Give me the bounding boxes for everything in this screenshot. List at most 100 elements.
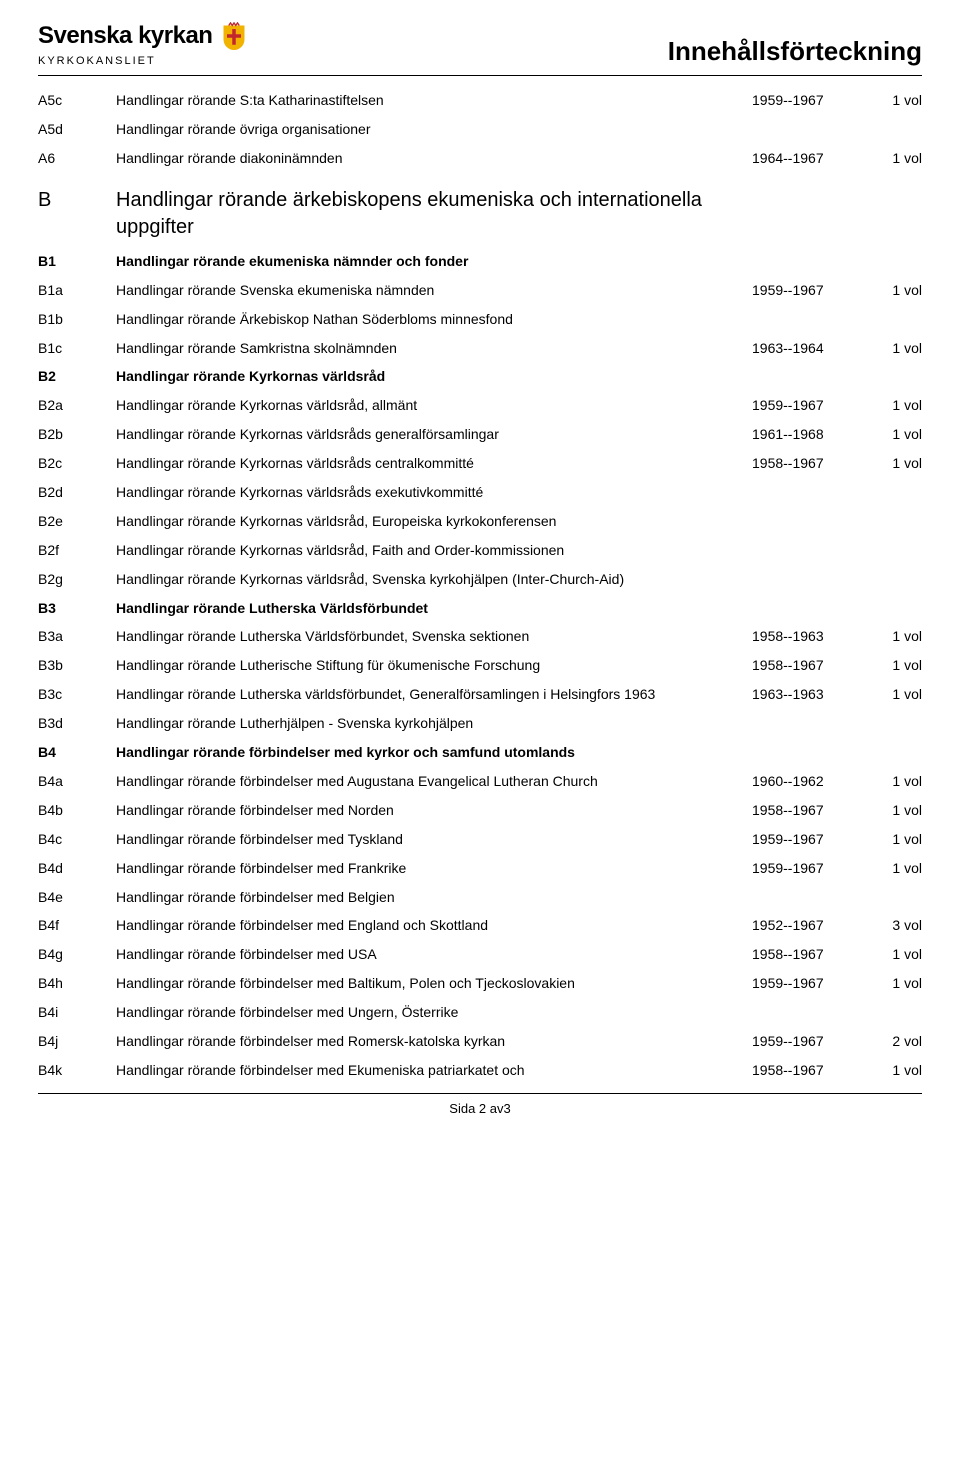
row-title: Handlingar rörande förbindelser med Engl…	[116, 916, 752, 935]
page: Svenska kyrkan KYRKOKANSLIET Innehållsfö…	[0, 0, 960, 1135]
row-vol: 1 vol	[862, 339, 922, 358]
toc-row: B4iHandlingar rörande förbindelser med U…	[38, 998, 922, 1027]
row-title: Handlingar rörande Svenska ekumeniska nä…	[116, 281, 752, 300]
row-code: B4b	[38, 801, 116, 820]
row-code: B2c	[38, 454, 116, 473]
row-code: B3b	[38, 656, 116, 675]
row-years: 1952--1967	[752, 916, 862, 935]
row-title: Handlingar rörande ärkebiskopens ekumeni…	[116, 187, 752, 241]
toc-row: B4fHandlingar rörande förbindelser med E…	[38, 911, 922, 940]
row-code: B1b	[38, 310, 116, 329]
row-years: 1958--1967	[752, 1061, 862, 1080]
brand-subtitle: KYRKOKANSLIET	[38, 54, 248, 69]
row-code: B4h	[38, 974, 116, 993]
row-title: Handlingar rörande Lutherhjälpen - Svens…	[116, 714, 752, 733]
brand-block: Svenska kyrkan KYRKOKANSLIET	[38, 20, 248, 69]
row-title: Handlingar rörande förbindelser med Augu…	[116, 772, 752, 791]
bottom-rule	[38, 1093, 922, 1094]
row-vol: 1 vol	[862, 945, 922, 964]
toc-row: B1cHandlingar rörande Samkristna skolnäm…	[38, 334, 922, 363]
row-code: B1a	[38, 281, 116, 300]
row-vol: 1 vol	[862, 772, 922, 791]
row-vol: 1 vol	[862, 627, 922, 646]
row-title: Handlingar rörande ekumeniska nämnder oc…	[116, 252, 752, 271]
row-vol: 1 vol	[862, 91, 922, 110]
row-title: Handlingar rörande förbindelser med Balt…	[116, 974, 752, 993]
row-title: Handlingar rörande Kyrkornas världsråd, …	[116, 396, 752, 415]
toc-row: B4kHandlingar rörande förbindelser med E…	[38, 1056, 922, 1085]
toc-row: B4cHandlingar rörande förbindelser med T…	[38, 825, 922, 854]
row-code: B4j	[38, 1032, 116, 1051]
toc-rows: A5cHandlingar rörande S:ta Katharinastif…	[38, 86, 922, 1085]
row-title: Handlingar rörande förbindelser med kyrk…	[116, 743, 752, 762]
row-title: Handlingar rörande Samkristna skolnämnde…	[116, 339, 752, 358]
toc-row: B2Handlingar rörande Kyrkornas världsråd	[38, 362, 922, 391]
row-vol: 1 vol	[862, 974, 922, 993]
toc-row: B4jHandlingar rörande förbindelser med R…	[38, 1027, 922, 1056]
row-code: B4	[38, 743, 116, 762]
row-title: Handlingar rörande Kyrkornas världsråd, …	[116, 570, 752, 589]
row-code: B1c	[38, 339, 116, 358]
row-years: 1960--1962	[752, 772, 862, 791]
row-code: A5d	[38, 120, 116, 139]
row-title: Handlingar rörande Lutherska världsförbu…	[116, 685, 752, 704]
row-code: B2g	[38, 570, 116, 589]
row-title: Handlingar rörande förbindelser med Unge…	[116, 1003, 752, 1022]
row-code: B4c	[38, 830, 116, 849]
row-vol: 1 vol	[862, 454, 922, 473]
row-code: B3c	[38, 685, 116, 704]
row-vol: 1 vol	[862, 859, 922, 878]
row-title: Handlingar rörande Ärkebiskop Nathan Söd…	[116, 310, 752, 329]
row-code: B4i	[38, 1003, 116, 1022]
toc-row: B1Handlingar rörande ekumeniska nämnder …	[38, 247, 922, 276]
row-code: B4d	[38, 859, 116, 878]
row-title: Handlingar rörande Kyrkornas världsråd, …	[116, 541, 752, 560]
toc-row: B2eHandlingar rörande Kyrkornas världsrå…	[38, 507, 922, 536]
row-title: Handlingar rörande förbindelser med Belg…	[116, 888, 752, 907]
row-title: Handlingar rörande förbindelser med Nord…	[116, 801, 752, 820]
toc-row: B2cHandlingar rörande Kyrkornas världsrå…	[38, 449, 922, 478]
row-title: Handlingar rörande Lutherska Världsförbu…	[116, 627, 752, 646]
row-code: B3d	[38, 714, 116, 733]
page-title: Innehållsförteckning	[668, 34, 922, 69]
row-title: Handlingar rörande förbindelser med Ekum…	[116, 1061, 752, 1080]
row-years: 1959--1967	[752, 281, 862, 300]
row-code: B4k	[38, 1061, 116, 1080]
toc-row: B2gHandlingar rörande Kyrkornas världsrå…	[38, 565, 922, 594]
toc-row: B2aHandlingar rörande Kyrkornas världsrå…	[38, 391, 922, 420]
logo-icon	[220, 22, 248, 50]
row-code: B2f	[38, 541, 116, 560]
row-vol: 1 vol	[862, 830, 922, 849]
toc-row: B4eHandlingar rörande förbindelser med B…	[38, 883, 922, 912]
row-title: Handlingar rörande Lutherska Världsförbu…	[116, 599, 752, 618]
toc-row: B4gHandlingar rörande förbindelser med U…	[38, 940, 922, 969]
toc-row: B4dHandlingar rörande förbindelser med F…	[38, 854, 922, 883]
row-vol: 1 vol	[862, 396, 922, 415]
row-years: 1959--1967	[752, 1032, 862, 1051]
top-rule	[38, 75, 922, 76]
row-vol: 1 vol	[862, 425, 922, 444]
row-code: B2a	[38, 396, 116, 415]
row-years: 1958--1967	[752, 801, 862, 820]
page-footer: Sida 2 av3	[38, 1098, 922, 1126]
brand-name: Svenska kyrkan	[38, 20, 212, 52]
row-code: B2b	[38, 425, 116, 444]
row-code: B3a	[38, 627, 116, 646]
row-years: 1959--1967	[752, 91, 862, 110]
row-years: 1959--1967	[752, 830, 862, 849]
row-years: 1958--1963	[752, 627, 862, 646]
toc-row: B3Handlingar rörande Lutherska Världsför…	[38, 594, 922, 623]
row-years: 1961--1968	[752, 425, 862, 444]
row-title: Handlingar rörande Kyrkornas världsråds …	[116, 454, 752, 473]
row-code: B4g	[38, 945, 116, 964]
row-title: Handlingar rörande S:ta Katharinastiftel…	[116, 91, 752, 110]
row-years: 1964--1967	[752, 149, 862, 168]
toc-row: A5dHandlingar rörande övriga organisatio…	[38, 115, 922, 144]
row-years: 1963--1963	[752, 685, 862, 704]
row-vol: 2 vol	[862, 1032, 922, 1051]
row-title: Handlingar rörande Kyrkornas världsråds …	[116, 425, 752, 444]
row-title: Handlingar rörande diakoninämnden	[116, 149, 752, 168]
row-code: B4e	[38, 888, 116, 907]
row-years: 1958--1967	[752, 454, 862, 473]
row-title: Handlingar rörande förbindelser med Rome…	[116, 1032, 752, 1051]
